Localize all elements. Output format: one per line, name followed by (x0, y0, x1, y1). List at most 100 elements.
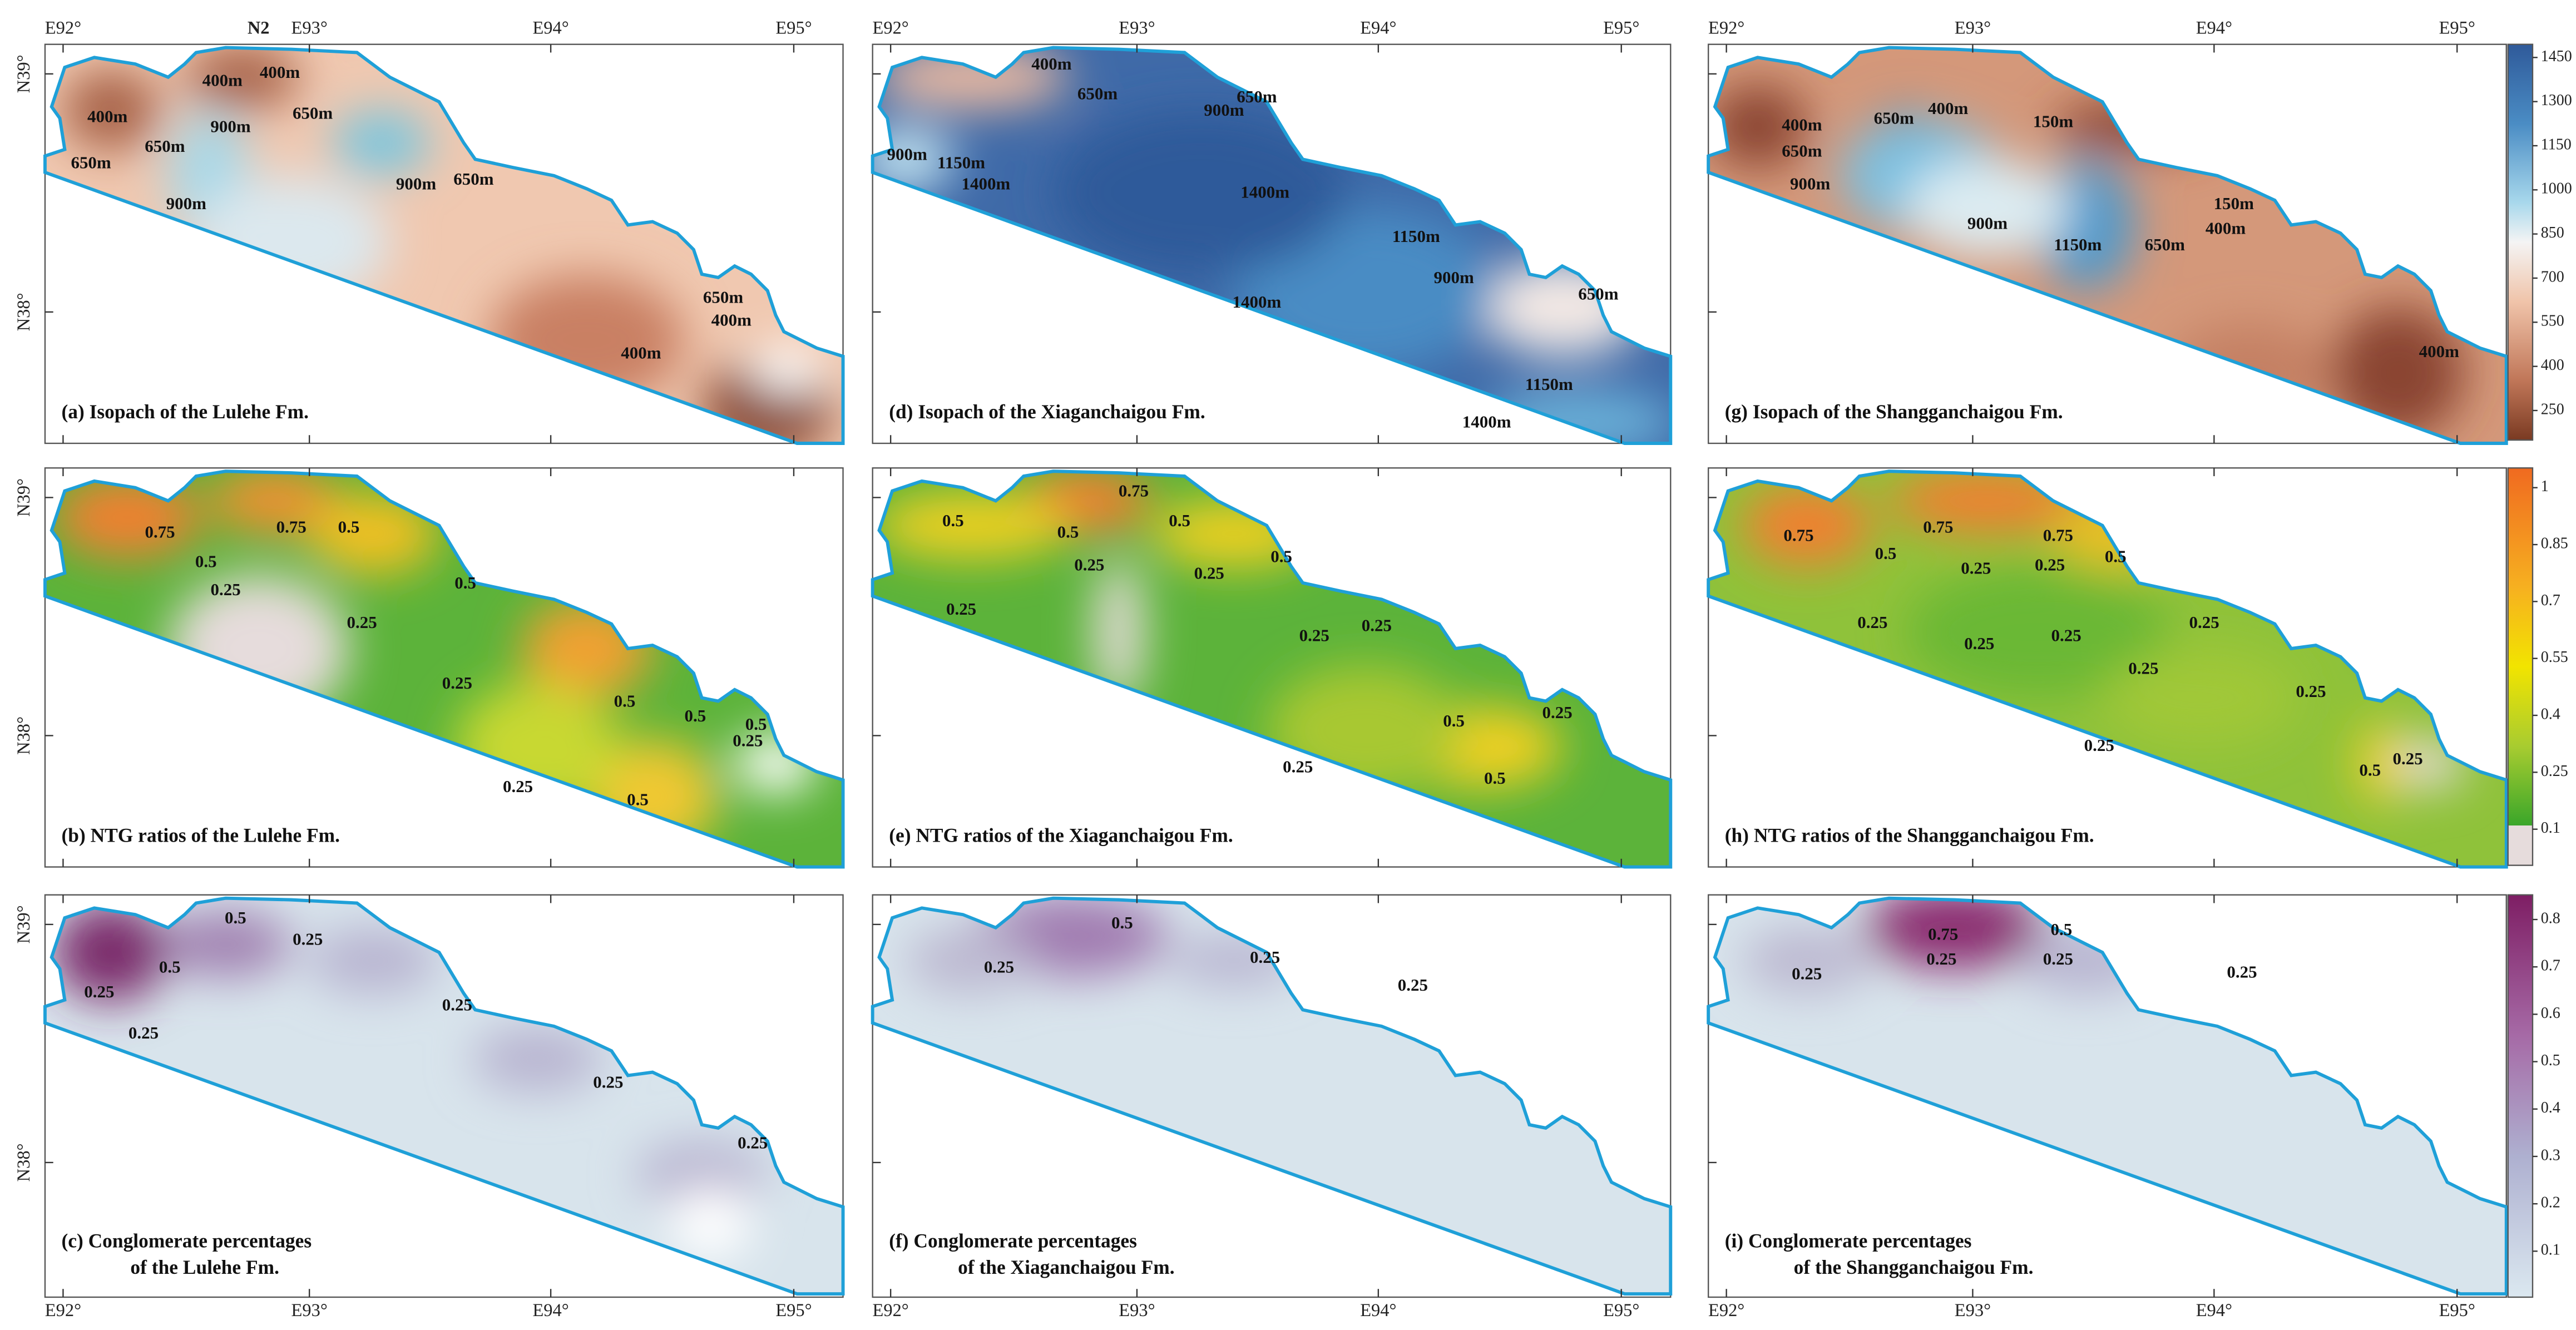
contour-label: 0.75 (1923, 517, 1953, 537)
blob (669, 1187, 751, 1260)
colorbar (2507, 467, 2534, 866)
colorbar-label: 250 (2541, 401, 2564, 418)
contour-label: 0.25 (2393, 749, 2423, 768)
map-panel: (e) NTG ratios of the Xiaganchaigou Fm. (871, 467, 1673, 869)
blob (160, 911, 291, 977)
contour-label: 0.25 (1362, 616, 1392, 635)
contour-label: 0.25 (1542, 703, 1572, 722)
contour-label: 650m (1782, 141, 1822, 161)
contour-label: 0.25 (2189, 612, 2219, 632)
contour-label: 0.5 (225, 908, 246, 927)
contour-label: 0.25 (1792, 964, 1822, 983)
panel-caption: of the Xiaganchaigou Fm. (958, 1256, 1174, 1278)
contour-label: 0.5 (1484, 768, 1506, 788)
contour-label: 400m (621, 343, 661, 363)
longitude-label: E94° (2196, 18, 2232, 38)
blob (1905, 159, 2070, 258)
blob (61, 68, 160, 151)
marker-label: N2 (248, 18, 270, 38)
colorbar-label: 0.2 (2541, 1194, 2560, 1212)
colorbar-label: 0.1 (2541, 819, 2560, 837)
basin-outline (1707, 46, 2508, 445)
contour-label: 0.5 (1111, 913, 1133, 932)
contour-label: 0.5 (195, 552, 217, 571)
blob (53, 903, 169, 1002)
contour-label: 400m (1928, 98, 1968, 118)
contour-label: 400m (2206, 218, 2246, 238)
contour-label: 1150m (937, 152, 985, 172)
contour-label: 0.25 (2296, 681, 2326, 701)
colorbar-label: 0.6 (2541, 1005, 2560, 1022)
panel-caption: (g) Isopach of the Shangganchaigou Fm. (1725, 401, 2063, 423)
contour-label: 650m (145, 136, 185, 156)
contour-label: 0.5 (1057, 522, 1079, 541)
map-panel: E92° E93° E94° E95° (i) Conglomerate percent… (1707, 894, 2508, 1321)
contour-label: 0.5 (942, 511, 964, 530)
contour-label: 0.25 (2128, 658, 2158, 678)
blob (751, 346, 824, 393)
contour-label: 900m (1967, 214, 2008, 233)
contour-label: 900m (1433, 268, 1474, 287)
contour-label: 0.25 (733, 730, 763, 750)
panel-caption: of the Lulehe Fm. (130, 1256, 279, 1278)
contour-label: 0.75 (1928, 924, 1958, 944)
contour-label: 0.25 (1283, 757, 1313, 777)
map-panel: E92° E93° E94° E95° (g) Isopach of the Shang… (1707, 18, 2508, 445)
latitude-label: N39° (14, 905, 34, 943)
blob (1741, 484, 1873, 567)
panel-caption: (h) NTG ratios of the Shangganchaigou Fm… (1725, 824, 2094, 847)
contour-label: 900m (166, 194, 206, 213)
contour-label: 400m (202, 71, 243, 90)
longitude-label: E92° (45, 18, 81, 38)
basin-outline (1707, 469, 2508, 869)
basin-outline (871, 469, 1673, 869)
contour-label: 1400m (1233, 292, 1282, 312)
colorbar-label: 0.7 (2541, 592, 2560, 609)
blob (308, 492, 439, 575)
contour-label: 650m (293, 103, 333, 123)
blob (1741, 927, 1873, 993)
contour-label: 0.25 (442, 673, 472, 693)
contour-label: 0.5 (614, 691, 636, 711)
longitude-label: E95° (2439, 18, 2475, 38)
contour-label: 400m (711, 310, 751, 330)
longitude-label: E95° (1603, 18, 1639, 38)
panel-caption: (b) NTG ratios of the Lulehe Fm. (61, 824, 340, 847)
basin-blobs (872, 471, 1563, 797)
colorbar (2507, 894, 2534, 1298)
contour-label: 400m (260, 62, 300, 82)
panel-caption: (d) Isopach of the Xiaganchaigou Fm. (889, 401, 1205, 423)
contour-label: 0.25 (84, 982, 114, 1001)
contour-label: 650m (1874, 108, 1914, 128)
contour-label: 0.25 (1074, 555, 1104, 574)
colorbar-label: 0.4 (2541, 1099, 2560, 1116)
contour-label: 900m (396, 174, 436, 194)
blob (332, 110, 431, 176)
colorbar-label: 0.1 (2541, 1242, 2560, 1259)
contour-label: 400m (1031, 54, 1071, 73)
colorbar-label: 0.3 (2541, 1146, 2560, 1164)
latitude-label: N38° (14, 1143, 34, 1181)
contour-label: 0.25 (442, 995, 472, 1015)
contour-label: 0.25 (503, 777, 533, 796)
colorbar-label: 1450 (2541, 48, 2572, 65)
colorbar-label: 1000 (2541, 180, 2572, 197)
contour-label: 0.25 (293, 929, 323, 949)
contour-label: 1400m (1462, 412, 1511, 432)
contour-label: 0.5 (685, 706, 706, 725)
longitude-label: E93° (291, 1301, 328, 1321)
basin-outline (871, 46, 1673, 445)
contour-label: 900m (887, 145, 927, 164)
contour-label: 0.25 (1961, 558, 1991, 577)
colorbar-label: 1 (2541, 478, 2549, 495)
contour-label: 0.25 (2084, 735, 2114, 755)
contour-label: 0.5 (1443, 711, 1465, 730)
longitude-label: E95° (1603, 1301, 1639, 1321)
contour-label: 650m (2145, 235, 2185, 254)
contour-label: 1400m (961, 174, 1010, 194)
blob (1708, 85, 1807, 168)
contour-label: 0.5 (338, 517, 360, 537)
contour-label: 0.25 (1398, 975, 1428, 995)
contour-label: 900m (1204, 100, 1244, 120)
